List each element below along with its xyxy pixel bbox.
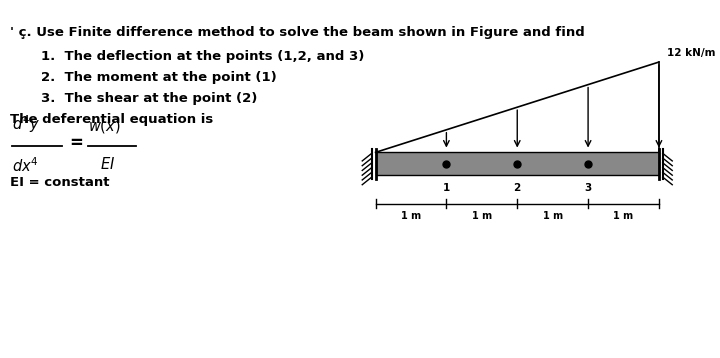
Text: 1 m: 1 m	[613, 211, 634, 221]
Text: 2.  The moment at the point (1): 2. The moment at the point (1)	[41, 71, 276, 83]
Text: ' ç. Use Finite difference method to solve the beam shown in Figure and find: ' ç. Use Finite difference method to sol…	[10, 26, 585, 39]
Text: 1 m: 1 m	[472, 211, 492, 221]
Text: =: =	[69, 134, 84, 152]
Text: 3.  The shear at the point (2): 3. The shear at the point (2)	[41, 92, 257, 105]
Text: $w(x)$: $w(x)$	[89, 117, 121, 135]
Text: 1: 1	[443, 183, 450, 193]
Text: $EI$: $EI$	[100, 156, 115, 172]
Text: 12 kN/m: 12 kN/m	[667, 48, 715, 58]
Text: 3: 3	[585, 183, 592, 193]
Text: $d^4y$: $d^4y$	[12, 113, 40, 135]
Text: 2: 2	[513, 183, 521, 193]
Text: $dx^4$: $dx^4$	[12, 156, 39, 175]
Text: 1.  The deflection at the points (1,2, and 3): 1. The deflection at the points (1,2, an…	[41, 50, 364, 63]
Text: 1 m: 1 m	[543, 211, 563, 221]
Bar	[376, 153, 659, 175]
Text: The deferential equation is: The deferential equation is	[10, 113, 214, 126]
Text: 1 m: 1 m	[401, 211, 421, 221]
Text: EI = constant: EI = constant	[10, 176, 110, 189]
